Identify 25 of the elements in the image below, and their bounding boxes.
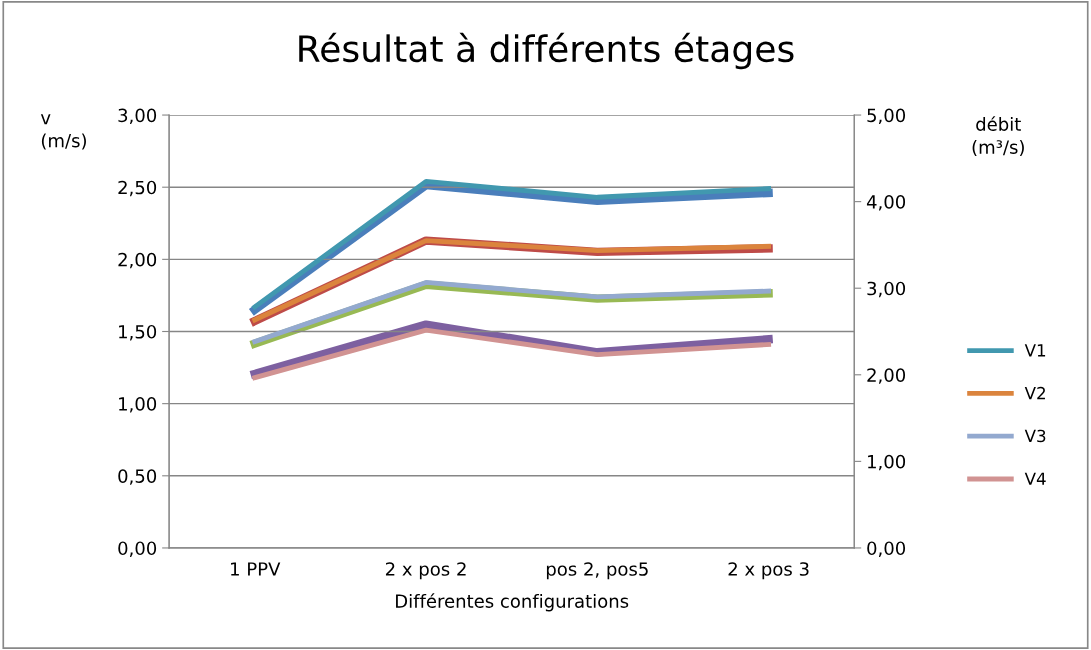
- y-tick-label: 2,00: [118, 252, 157, 269]
- legend-label: V2: [1024, 386, 1045, 400]
- y-tick-label: 3,00: [118, 108, 157, 125]
- legend-label: V4: [1024, 472, 1046, 485]
- legend-label: V3: [1024, 429, 1046, 443]
- y2-axis-title: débit (m³/s): [972, 116, 1024, 157]
- y2-tick-label: 3,00: [867, 281, 906, 298]
- y2-tick-label: 4,00: [866, 195, 906, 211]
- y-tick-label: 2,50: [118, 180, 157, 197]
- y-tick-label: 1,00: [119, 397, 157, 413]
- y2-tick-label: 2,00: [867, 368, 906, 384]
- y2-tick-label: 1,00: [868, 454, 906, 471]
- x-tick-label: 2 x pos 3: [728, 562, 809, 580]
- y-axis-title: v (m/s): [40, 114, 86, 150]
- x-axis-title: Différentes configurations: [396, 593, 629, 612]
- y-tick-label: 0,00: [118, 541, 157, 557]
- y-tick-label: 1,50: [119, 324, 157, 341]
- y2-tick-label: 0,00: [867, 541, 906, 557]
- legend-label: V1: [1024, 344, 1046, 357]
- x-tick-label: 1 PPV: [231, 562, 281, 576]
- y2-tick-label: 5,00: [867, 108, 906, 125]
- x-tick-label: 2 x pos 2: [385, 562, 466, 580]
- x-tick-label: pos 2, pos5: [546, 562, 648, 580]
- chart-title: Résultat à différents étages: [299, 32, 794, 70]
- y-tick-label: 0,50: [118, 469, 157, 485]
